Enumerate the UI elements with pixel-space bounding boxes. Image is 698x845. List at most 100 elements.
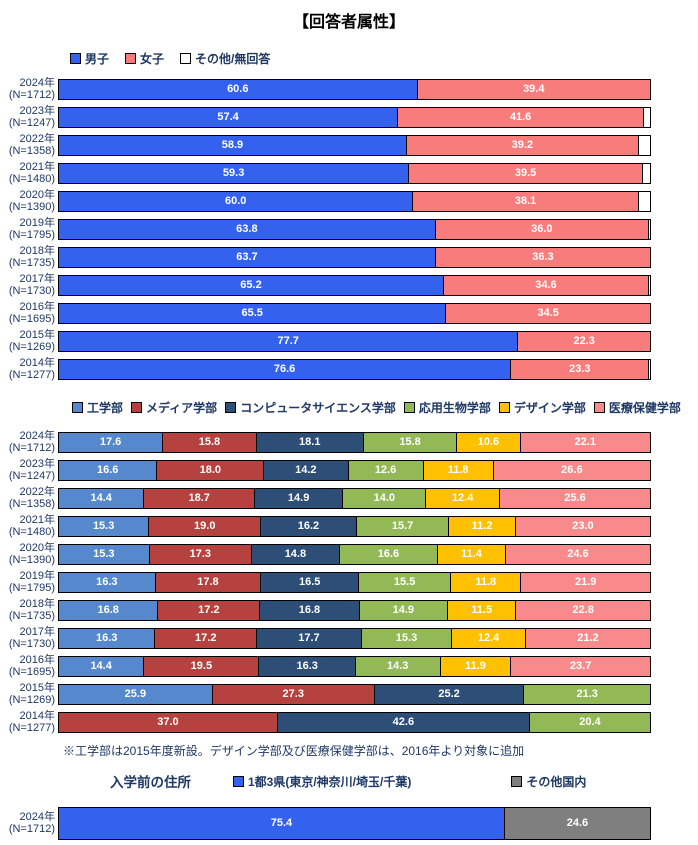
- bar-segment: 60.6: [58, 78, 418, 100]
- row-year: 2023年: [19, 457, 55, 470]
- chart-row: 2021年 (N=1480) 59.3 39.5: [0, 159, 698, 187]
- stacked-bar: 16.3 17.2 17.7 15.3 12.4 21.2: [58, 627, 651, 649]
- row-n: (N=1712): [8, 442, 55, 454]
- chart-row: 2015年 (N=1269) 25.9 27.3 25.2 21.3: [0, 680, 698, 708]
- bar-segment: 34.6: [443, 274, 649, 296]
- bar-segment: 26.6: [492, 459, 651, 481]
- bar-segment-value: 39.2: [511, 139, 534, 151]
- legend-item: 医療保健学部: [593, 399, 681, 416]
- legend-swatch: [233, 775, 244, 787]
- bar-segment-value: 57.4: [217, 111, 239, 123]
- chart-row: 2016年 (N=1695) 65.5 34.5: [0, 299, 698, 327]
- bar-segment-value: 16.3: [96, 576, 118, 588]
- bar-segment: [647, 274, 651, 296]
- bar-segment-value: 15.8: [399, 436, 421, 448]
- bar-segment: 75.4: [58, 806, 505, 840]
- bar-segment-value: 18.0: [199, 464, 222, 476]
- bar-segment: 19.5: [143, 655, 260, 677]
- stacked-bar: 16.8 17.2 16.8 14.9 11.5 22.8: [58, 599, 652, 621]
- row-label: 2016年 (N=1695): [0, 654, 58, 679]
- bar-segment: 60.0: [58, 190, 414, 212]
- bar-segment: 16.8: [58, 599, 159, 621]
- legend-label: その他国内: [526, 774, 587, 789]
- bar-segment-value: 34.5: [537, 307, 559, 319]
- bar-segment-value: 22.3: [573, 335, 595, 347]
- row-n: (N=1358): [8, 145, 55, 157]
- bar-segment-value: 36.0: [531, 223, 553, 235]
- bar-segment: 65.5: [58, 302, 447, 324]
- chart-row: 2024年 (N=1712) 75.4 24.6: [0, 801, 698, 845]
- bar-segment-value: 37.0: [157, 716, 179, 728]
- bar-segment-value: 23.7: [569, 660, 592, 672]
- report-page: 【回答者属性】 男子 女子 その他/無回答 2024年 (N=1712) 60.6 39.…: [0, 8, 698, 845]
- bar-segment: 27.3: [211, 683, 375, 705]
- row-n: (N=1480): [8, 526, 55, 538]
- stacked-bar: 60.0 38.1: [58, 190, 651, 212]
- bar-segment: 77.7: [58, 330, 519, 352]
- bar-segment: 14.4: [58, 487, 145, 509]
- bar-segment-value: 11.8: [447, 464, 469, 476]
- bar-segment-value: 17.8: [197, 576, 219, 588]
- bar-segment-value: 15.5: [393, 576, 416, 588]
- stacked-bar: 60.6 39.4: [58, 78, 651, 100]
- bar-segment: 15.7: [355, 515, 450, 537]
- bar-segment: 14.9: [358, 599, 449, 621]
- legend-swatch: [70, 53, 81, 64]
- bar-segment: 22.8: [515, 599, 652, 621]
- bar-segment-value: 34.6: [535, 279, 557, 291]
- row-n: (N=1695): [8, 313, 55, 325]
- bar-segment: 11.8: [422, 459, 494, 481]
- legend-item: 応用生物学部: [403, 399, 491, 416]
- row-n: (N=1735): [8, 257, 55, 269]
- bar-segment-value: 27.3: [282, 688, 304, 700]
- bar-segment: 15.5: [358, 571, 452, 593]
- bar-segment: 58.9: [58, 134, 407, 156]
- chart-row: 2014年 (N=1277) 76.6 23.3: [0, 355, 698, 383]
- bar-segment: 17.7: [256, 627, 362, 649]
- row-year: 2016年: [19, 300, 55, 313]
- bar-segment: 65.2: [58, 274, 445, 296]
- bar-segment-value: 24.6: [567, 548, 589, 560]
- bar-segment-value: 14.4: [90, 492, 112, 504]
- legend-swatch: [593, 402, 605, 413]
- row-n: (N=1247): [8, 117, 55, 129]
- bar-segment: 37.0: [58, 711, 278, 733]
- row-label: 2020年 (N=1390): [0, 542, 58, 567]
- row-n: (N=1730): [8, 285, 55, 297]
- legend-label: 応用生物学部: [418, 401, 491, 415]
- row-n: (N=1730): [8, 638, 55, 650]
- stacked-bar: 77.7 22.3: [58, 330, 651, 352]
- bar-segment: [641, 162, 651, 184]
- bar-segment-value: 12.4: [451, 492, 474, 504]
- chart-row: 2024年 (N=1712) 60.6 39.4: [0, 75, 698, 103]
- bar-segment-value: 14.3: [387, 660, 409, 672]
- bar-segment-value: 12.4: [477, 632, 500, 644]
- bar-segment: 16.6: [338, 543, 439, 565]
- row-year: 2015年: [19, 681, 55, 694]
- bar-segment-value: 16.6: [97, 464, 119, 476]
- legend-label: 男子: [85, 52, 110, 66]
- bar-segment-value: 23.3: [569, 363, 591, 375]
- gender-chart: 男子 女子 その他/無回答 2024年 (N=1712) 60.6 39.4 2023年 (N…: [0, 50, 698, 383]
- bar-segment-value: 25.6: [564, 492, 586, 504]
- bar-segment-value: 17.6: [99, 436, 122, 448]
- bar-segment-value: 15.3: [395, 632, 418, 644]
- bar-segment-value: 22.8: [572, 604, 594, 616]
- row-n: (N=1247): [8, 470, 55, 482]
- bar-segment: 16.3: [258, 655, 356, 677]
- row-n: (N=1735): [8, 610, 55, 622]
- row-label: 2019年 (N=1795): [0, 570, 58, 595]
- bar-segment-value: 60.6: [227, 83, 249, 95]
- bar-segment: 12.4: [451, 627, 526, 649]
- bar-segment: 15.8: [362, 431, 458, 453]
- stacked-bar: 16.3 17.8 16.5 15.5 11.8 21.9: [58, 571, 651, 593]
- row-label: 2018年 (N=1735): [0, 245, 58, 270]
- row-year: 2021年: [19, 513, 55, 526]
- row-n: (N=1390): [8, 201, 55, 213]
- bar-segment: 76.6: [58, 358, 512, 380]
- row-year: 2018年: [19, 597, 55, 610]
- bar-segment-value: 15.8: [198, 436, 221, 448]
- row-label: 2024年 (N=1712): [0, 811, 58, 836]
- bar-segment-value: 14.8: [284, 548, 307, 560]
- bar-segment-value: 17.2: [195, 632, 217, 644]
